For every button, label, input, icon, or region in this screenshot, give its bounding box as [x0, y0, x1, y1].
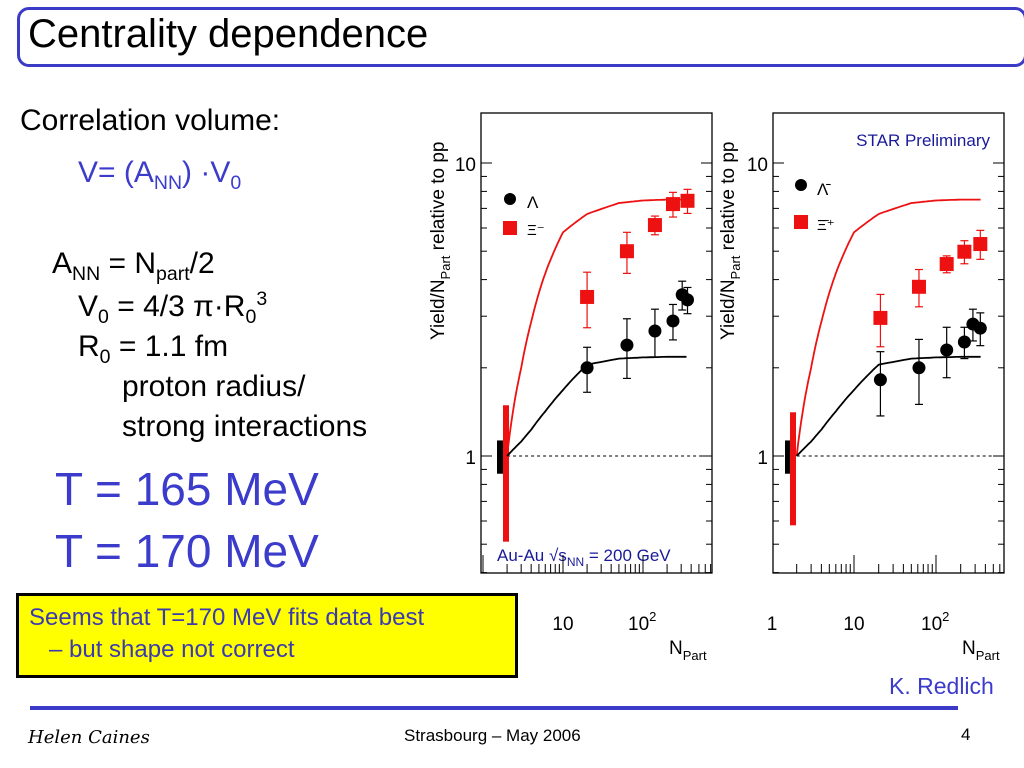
left-ytick-1: 1: [465, 448, 476, 469]
right-model-curve: [795, 198, 981, 457]
right-point-circle: [973, 321, 987, 335]
strong-interactions-text: strong interactions: [122, 410, 368, 443]
page-title: Centrality dependence: [28, 12, 429, 56]
right-xtick-1: 1: [767, 614, 778, 635]
left-plot-labels: Yield/NPart relative to pp 10 1 10 102 N…: [428, 142, 707, 663]
formula-part: = 1.1 fm: [110, 330, 229, 363]
left-model-curve: [506, 198, 687, 457]
left-xtick-10: 10: [552, 614, 573, 635]
volume-formula: V= (ANN) ·V0: [78, 156, 241, 193]
right-x-axis-label: NPart: [962, 638, 1000, 663]
footer-venue: Strasbourg – May 2006: [404, 726, 581, 745]
ann-formula: ANN = Npart/2: [52, 247, 215, 284]
formula-part: /2: [189, 247, 215, 280]
left-systematic-bar: [503, 405, 509, 542]
legend-xi-label: Ξ⁻: [527, 222, 545, 239]
left-point-square: [580, 289, 595, 304]
right-xtick-100: 102: [921, 609, 949, 635]
formula-sup: 3: [256, 288, 268, 310]
right-point-circle: [912, 361, 926, 375]
formula-part: ) ·V: [182, 156, 231, 189]
right-point-circle: [957, 335, 971, 349]
right-systematic-bar: [785, 440, 791, 474]
title-frame: [17, 7, 1024, 67]
left-plot-frame: [480, 112, 713, 574]
left-point-circle: [648, 324, 662, 338]
legend-lambda-label: Λ: [527, 193, 539, 212]
formula-part: A: [52, 247, 73, 280]
footer-author: Helen Caines: [28, 727, 150, 748]
right-point-circle: [873, 373, 887, 387]
left-x-axis-label: NPart: [669, 638, 707, 663]
formula-sub: NN: [153, 172, 183, 194]
right-model-curve: [796, 355, 981, 457]
temperature-b: T = 170 MeV: [55, 525, 319, 577]
note-box: Seems that T=170 MeV fits data best – bu…: [16, 593, 518, 678]
left-point-square: [665, 197, 680, 212]
temperature-a: T = 165 MeV: [55, 463, 319, 515]
left-point-circle: [681, 293, 695, 307]
formula-part: R: [78, 330, 100, 363]
right-xtick-10: 10: [843, 614, 864, 635]
au-au-annotation: Au-Au √sNN = 200 GeV: [497, 546, 671, 569]
left-ytick-10: 10: [455, 155, 476, 176]
left-point-square: [619, 244, 634, 259]
right-point-square: [873, 310, 888, 325]
formula-sub: 0: [245, 306, 257, 328]
left-legend-square-icon: [503, 221, 517, 235]
left-point-circle: [675, 288, 689, 302]
star-preliminary-label: STAR Preliminary: [856, 131, 990, 150]
credit-label: K. Redlich: [889, 673, 994, 699]
left-point-circle: [620, 338, 634, 352]
formula-part: = 4/3 π·R: [108, 290, 246, 323]
left-point-circle: [580, 361, 594, 375]
proton-radius-text: proton radius/: [122, 370, 306, 403]
formula-sub: NN: [72, 263, 101, 285]
formula-sub: part: [156, 263, 190, 285]
right-point-square: [957, 244, 972, 259]
left-legend-circle-icon: [504, 193, 516, 205]
footer-rule: [30, 706, 958, 710]
v0-formula: V0 = 4/3 π·R03: [78, 288, 268, 327]
right-point-circle: [966, 317, 980, 331]
legend-antilambda-label: Λ̄: [817, 180, 831, 199]
formula-part: V: [78, 290, 99, 323]
formula-sub: 0: [98, 306, 109, 328]
r0-formula: R0 = 1.1 fm: [78, 330, 229, 367]
left-xtick-100: 102: [628, 609, 656, 635]
right-point-square: [973, 237, 988, 252]
formula-part: = N: [100, 247, 157, 280]
left-point-circle: [666, 314, 680, 328]
formula-sub: 0: [230, 172, 242, 194]
formula-part: V= (A: [78, 156, 154, 189]
chart-marks: [480, 112, 1005, 574]
right-point-square: [911, 279, 926, 294]
right-legend-square-icon: [794, 215, 808, 229]
right-legend-circle-icon: [795, 179, 807, 191]
page-number: 4: [961, 725, 971, 744]
right-point-circle: [940, 343, 954, 357]
right-systematic-bar: [790, 412, 796, 526]
left-point-square: [647, 218, 662, 233]
legend-antixi-label: Ξ̄⁺: [817, 217, 835, 234]
correlation-heading: Correlation volume:: [20, 104, 281, 137]
right-ytick-1: 1: [757, 448, 768, 469]
right-ytick-10: 10: [747, 155, 768, 176]
left-y-axis-label: Yield/NPart relative to pp: [428, 142, 453, 340]
right-plot-labels: Yield/NPart relative to pp 10 1 1 10 102…: [718, 131, 1000, 663]
note-line-2: – but shape not correct: [49, 636, 295, 663]
right-y-axis-label: Yield/NPart relative to pp: [718, 142, 743, 340]
right-point-square: [939, 257, 954, 272]
note-line-1: Seems that T=170 MeV fits data best: [29, 604, 425, 631]
right-plot-frame: [772, 112, 1005, 574]
left-systematic-bar: [497, 440, 503, 474]
formula-sub: 0: [99, 346, 111, 368]
left-model-curve: [506, 355, 687, 457]
left-point-square: [680, 193, 695, 208]
